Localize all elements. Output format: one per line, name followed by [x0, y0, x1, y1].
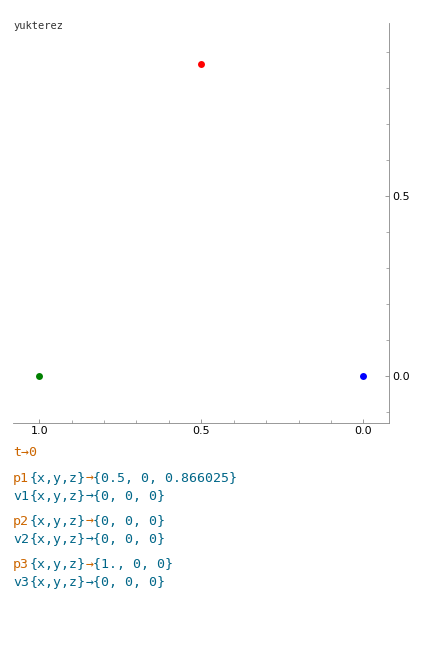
- Text: {0, 0, 0}: {0, 0, 0}: [93, 515, 165, 528]
- Text: v1: v1: [13, 490, 29, 503]
- Text: {x,y,z}: {x,y,z}: [29, 515, 85, 528]
- Point: [36, 371, 43, 382]
- Text: →: →: [85, 533, 93, 546]
- Text: →: →: [85, 558, 93, 571]
- Text: {x,y,z}: {x,y,z}: [29, 490, 85, 503]
- Text: v2: v2: [13, 533, 29, 546]
- Text: {0, 0, 0}: {0, 0, 0}: [93, 490, 165, 503]
- Text: p1: p1: [13, 472, 29, 485]
- Text: p2: p2: [13, 515, 29, 528]
- Text: →: →: [85, 515, 93, 528]
- Point: [360, 371, 367, 382]
- Text: {0, 0, 0}: {0, 0, 0}: [93, 533, 165, 546]
- Text: {0, 0, 0}: {0, 0, 0}: [93, 576, 165, 589]
- Text: →: →: [85, 472, 93, 485]
- Point: [198, 59, 205, 70]
- Text: t→0: t→0: [13, 446, 37, 460]
- Text: {x,y,z}: {x,y,z}: [29, 533, 85, 546]
- Text: {x,y,z}: {x,y,z}: [29, 558, 85, 571]
- Text: p3: p3: [13, 558, 29, 571]
- Text: →: →: [85, 490, 93, 503]
- Text: yukterez: yukterez: [13, 21, 63, 31]
- Text: v3: v3: [13, 576, 29, 589]
- Text: {x,y,z}: {x,y,z}: [29, 472, 85, 485]
- Text: {1., 0, 0}: {1., 0, 0}: [93, 558, 173, 571]
- Text: →: →: [85, 576, 93, 589]
- Text: {x,y,z}: {x,y,z}: [29, 576, 85, 589]
- Text: {0.5, 0, 0.866025}: {0.5, 0, 0.866025}: [93, 472, 237, 485]
